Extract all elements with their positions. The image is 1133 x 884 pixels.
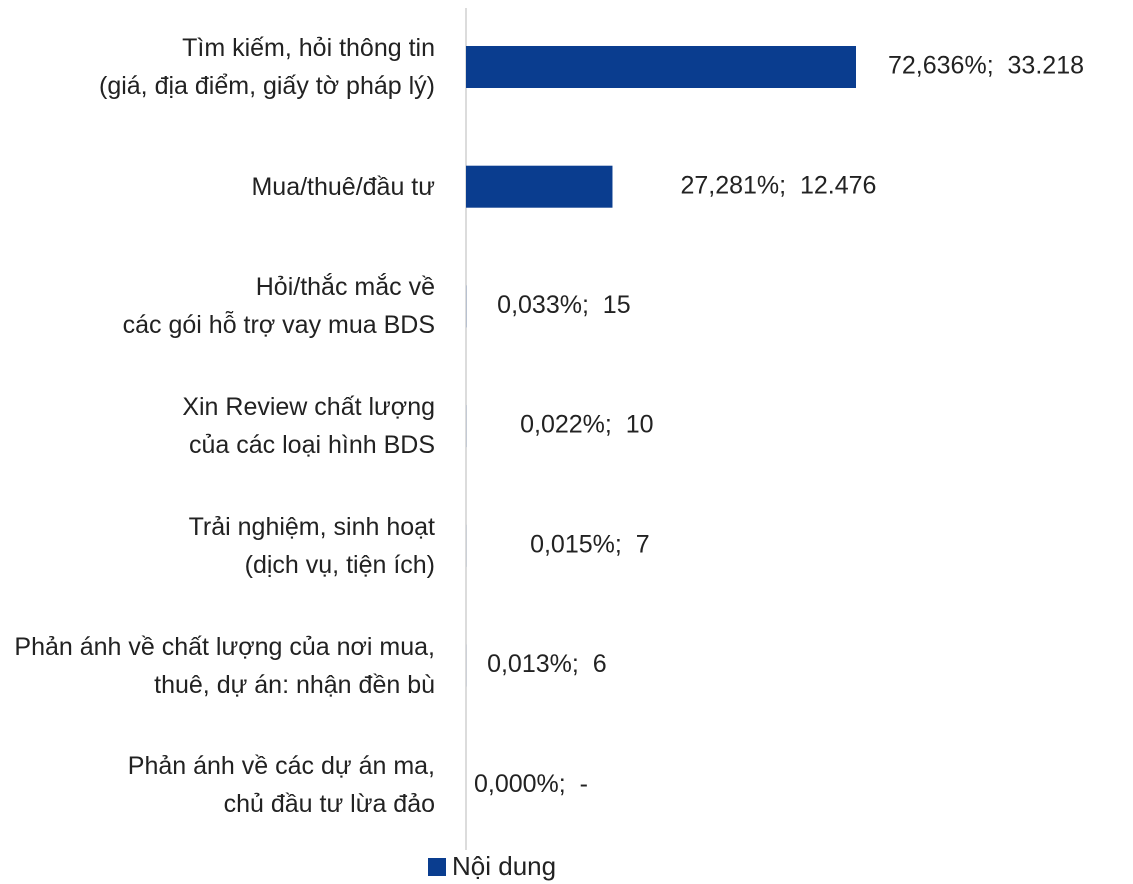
value-label: 27,281%; 12.476 [680, 171, 876, 199]
value-label: 72,636%; 33.218 [888, 52, 1084, 80]
value-label: 0,033%; 15 [497, 291, 630, 319]
bar [466, 46, 856, 88]
value-label: 0,000%; - [474, 770, 588, 798]
category-label: Phản ánh về các dự án ma, chủ đầu tư lừa… [127, 752, 435, 819]
value-label: 0,022%; 10 [520, 411, 653, 439]
legend-label: Nội dung [452, 851, 556, 881]
category-label: Trải nghiệm, sinh hoạt (dịch vụ, tiện íc… [188, 512, 435, 579]
value-label: 0,015%; 7 [530, 530, 650, 558]
category-label: Hỏi/thắc mắc về các gói hỗ trợ vay mua B… [122, 273, 435, 340]
bar [466, 165, 613, 208]
category-label: Xin Review chất lượng của các loại hình … [182, 393, 435, 460]
category-label: Mua/thuê/đầu tư [251, 172, 435, 201]
legend-swatch [428, 858, 446, 876]
category-label: Tìm kiếm, hỏi thông tin (giá, địa điểm, … [99, 34, 435, 100]
category-label: Phản ánh về chất lượng của nơi mua, thuê… [14, 632, 435, 699]
value-label: 0,013%; 6 [487, 650, 607, 678]
